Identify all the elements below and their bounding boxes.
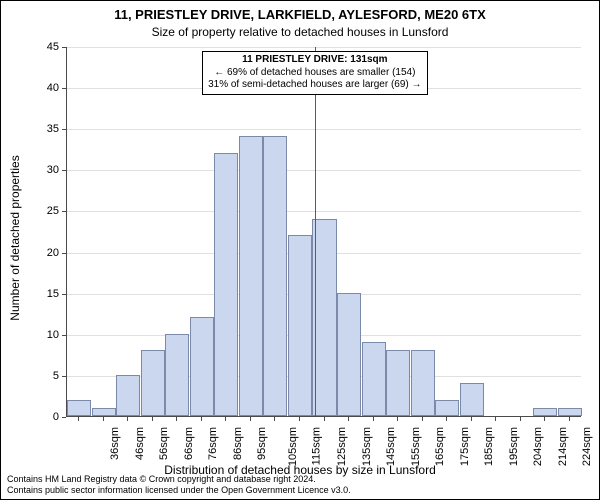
x-tick [299,417,300,421]
y-tick-label: 5 [29,370,59,382]
x-tick [274,417,275,421]
x-tick-label: 145sqm [385,427,397,466]
histogram-bar [67,400,91,416]
histogram-bar [533,408,557,416]
x-tick [250,417,251,421]
histogram-bar [558,408,582,416]
footer-line-1: Contains HM Land Registry data © Crown c… [7,474,351,485]
x-tick-label: 66sqm [183,427,195,460]
x-tick-label: 125sqm [336,427,348,466]
x-tick-label: 86sqm [232,427,244,460]
gridline [67,170,581,171]
x-tick-label: 185sqm [483,427,495,466]
histogram-bar [92,408,116,416]
x-tick-label: 76sqm [207,427,219,460]
x-tick-label: 95sqm [256,427,268,460]
x-tick [201,417,202,421]
histogram-bar [239,136,263,416]
x-tick [103,417,104,421]
histogram-bar [141,350,165,416]
x-tick-label: 224sqm [581,427,593,466]
x-tick [397,417,398,421]
y-tick-label: 40 [29,82,59,94]
y-tick-label: 20 [29,247,59,259]
x-tick-label: 105sqm [287,427,299,466]
y-tick [62,88,66,89]
x-tick-label: 135sqm [361,427,373,466]
x-tick-label: 165sqm [434,427,446,466]
x-tick [446,417,447,421]
y-tick-label: 45 [29,41,59,53]
y-tick [62,417,66,418]
y-tick [62,294,66,295]
x-tick [373,417,374,421]
plot-area: 11 PRIESTLEY DRIVE: 131sqm← 69% of detac… [66,47,581,417]
histogram-bar [190,317,214,416]
x-tick [544,417,545,421]
chart-title: 11, PRIESTLEY DRIVE, LARKFIELD, AYLESFOR… [1,7,599,22]
y-tick [62,47,66,48]
histogram-bar [362,342,386,416]
y-tick [62,129,66,130]
histogram-bar [337,293,361,416]
x-tick [176,417,177,421]
reference-line [315,47,316,416]
histogram-bar [288,235,312,416]
x-tick [348,417,349,421]
y-tick-label: 0 [29,411,59,423]
annotation-box: 11 PRIESTLEY DRIVE: 131sqm← 69% of detac… [202,51,427,95]
histogram-bar [386,350,410,416]
histogram-bar [460,383,484,416]
x-tick-label: 175sqm [459,427,471,466]
x-tick-label: 115sqm [311,427,323,465]
gridline [67,47,581,48]
x-tick [225,417,226,421]
histogram-bar [435,400,459,416]
annotation-line-3: 31% of semi-detached houses are larger (… [208,79,421,92]
y-tick-label: 35 [29,123,59,135]
x-tick-label: 155sqm [410,427,422,466]
x-tick-label: 195sqm [508,427,520,466]
x-tick-label: 36sqm [109,427,121,460]
x-tick [127,417,128,421]
y-tick-label: 30 [29,164,59,176]
y-tick-label: 15 [29,288,59,300]
x-tick [78,417,79,421]
y-tick [62,253,66,254]
x-tick-label: 46sqm [134,427,146,460]
annotation-line-2: ← 69% of detached houses are smaller (15… [208,67,421,80]
x-tick [422,417,423,421]
x-tick [569,417,570,421]
x-tick [152,417,153,421]
y-tick [62,170,66,171]
y-tick-label: 25 [29,205,59,217]
histogram-bar [116,375,140,416]
footer-attribution: Contains HM Land Registry data © Crown c… [7,474,351,496]
histogram-bar [312,219,336,416]
y-tick [62,376,66,377]
chart-container: 11, PRIESTLEY DRIVE, LARKFIELD, AYLESFOR… [0,0,600,500]
chart-subtitle: Size of property relative to detached ho… [1,25,599,39]
x-tick-label: 204sqm [532,427,544,466]
annotation-title: 11 PRIESTLEY DRIVE: 131sqm [208,54,421,67]
y-axis-label: Number of detached properties [8,155,22,320]
histogram-bar [411,350,435,416]
histogram-bar [263,136,287,416]
gridline [67,211,581,212]
histogram-bar [214,153,238,416]
y-tick-label: 10 [29,329,59,341]
x-tick-label: 214sqm [557,427,569,466]
x-tick-label: 56sqm [158,427,170,460]
y-tick [62,211,66,212]
footer-line-2: Contains public sector information licen… [7,485,351,496]
gridline [67,129,581,130]
histogram-bar [165,334,189,416]
y-tick [62,335,66,336]
x-tick [471,417,472,421]
x-tick [324,417,325,421]
x-tick [520,417,521,421]
x-tick [495,417,496,421]
